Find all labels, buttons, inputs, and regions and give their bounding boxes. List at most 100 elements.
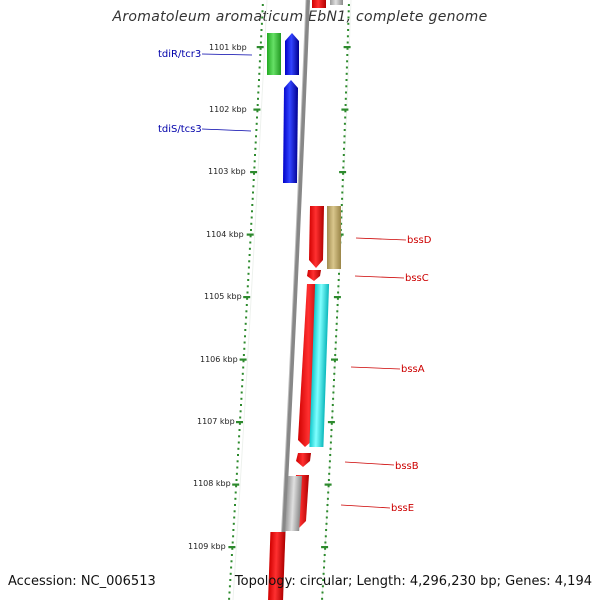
minor-tick: [251, 204, 254, 206]
minor-tick: [254, 154, 256, 156]
minor-tick: [321, 597, 324, 600]
minor-tick: [247, 272, 250, 275]
minor-tick: [232, 529, 235, 531]
leader-line: [350, 366, 401, 370]
gene-labels: tdiR/tcr3 tdiS/tcs3 bssD bssC bssA bssB …: [158, 49, 432, 514]
gene-bssB[interactable]: [296, 453, 311, 467]
minor-tick: [332, 385, 335, 388]
gene-label-bssB[interactable]: bssB: [395, 461, 419, 472]
minor-tick: [233, 516, 236, 519]
gene-tdiS-tcs3[interactable]: [283, 80, 298, 183]
gene-label-bssE[interactable]: bssE: [391, 503, 414, 514]
minor-tick: [327, 491, 330, 494]
major-tick: [250, 171, 258, 174]
minor-tick: [243, 347, 246, 350]
minor-tick: [259, 54, 262, 56]
minor-tick: [248, 260, 251, 263]
minor-tick: [325, 516, 328, 519]
minor-tick: [249, 241, 252, 244]
minor-tick: [344, 104, 347, 106]
minor-tick: [337, 285, 340, 288]
feature-bssE-grey[interactable]: [285, 476, 303, 531]
feature-bssD-khaki[interactable]: [327, 206, 341, 269]
leader-line: [340, 504, 391, 509]
major-tick-marks: [228, 46, 351, 549]
minor-tick: [334, 347, 337, 350]
minor-tick: [237, 454, 239, 456]
minor-tick: [347, 10, 350, 13]
gene-top-red-feature[interactable]: [312, 0, 326, 8]
minor-tick: [261, 16, 264, 19]
gene-label-tdiS-tcs3[interactable]: tdiS/tcs3: [158, 124, 202, 135]
tick-label: 1104 kbp: [206, 230, 244, 239]
major-tick: [236, 421, 243, 424]
minor-tick: [345, 91, 347, 94]
minor-tick: [333, 372, 336, 375]
major-tick: [228, 546, 236, 549]
minor-tick: [331, 410, 334, 413]
minor-tick: [332, 391, 335, 394]
minor-tick: [236, 460, 239, 463]
minor-tick: [331, 404, 334, 406]
minor-tick: [258, 72, 261, 75]
minor-tick: [338, 272, 340, 275]
minor-tick: [326, 504, 329, 506]
minor-tick: [241, 379, 244, 381]
leader-line: [354, 275, 405, 279]
minor-tick: [344, 110, 347, 113]
minor-tick: [256, 116, 258, 119]
minor-tick: [235, 479, 238, 481]
minor-tick: [343, 135, 346, 138]
tick-label: 1107 kbp: [197, 417, 235, 426]
minor-tick: [258, 79, 260, 81]
minor-tick: [343, 129, 346, 131]
tick-label: 1105 kbp: [204, 292, 242, 301]
minor-tick: [251, 197, 254, 200]
minor-tick: [260, 35, 263, 38]
minor-tick: [342, 172, 345, 175]
minor-tick: [238, 435, 241, 438]
minor-tick: [325, 529, 328, 531]
minor-tick: [254, 141, 257, 144]
major-tick: [246, 233, 254, 236]
tick-label: 1103 kbp: [208, 167, 246, 176]
minor-tick: [329, 447, 332, 450]
gene-bottom-red-feature[interactable]: [268, 532, 286, 600]
gene-bssC[interactable]: [307, 270, 321, 281]
gene-top-grey-feature[interactable]: [330, 0, 343, 5]
minor-tick: [259, 41, 262, 44]
minor-tick: [345, 79, 348, 81]
minor-tick: [344, 116, 347, 119]
gene-tdiR-tcr3[interactable]: [285, 33, 299, 75]
minor-tick: [253, 166, 256, 169]
gene-green-feature[interactable]: [267, 33, 281, 75]
minor-tick: [336, 304, 339, 306]
minor-tick: [332, 397, 335, 400]
minor-tick: [256, 104, 259, 106]
minor-tick: [255, 122, 258, 125]
gene-label-tdiR-tcr3[interactable]: tdiR/tcr3: [158, 49, 201, 60]
accession-label: Accession: NC_006513: [8, 574, 156, 589]
minor-tick: [337, 291, 340, 294]
gene-bssD[interactable]: [309, 206, 324, 268]
minor-tick: [343, 147, 345, 150]
minor-tick: [244, 322, 247, 325]
gene-label-bssC[interactable]: bssC: [405, 273, 429, 284]
gene-label-bssA[interactable]: bssA: [401, 364, 425, 375]
minor-tick: [242, 360, 245, 363]
minor-tick: [228, 597, 231, 600]
minor-tick: [344, 97, 347, 100]
minor-tick: [324, 535, 327, 538]
minor-tick: [245, 316, 248, 319]
feature-bssA-cyan[interactable]: [309, 284, 330, 447]
minor-tick: [346, 54, 349, 56]
gene-label-bssD[interactable]: bssD: [407, 235, 432, 246]
minor-tick: [327, 485, 330, 488]
major-tick: [341, 108, 349, 111]
major-tick: [331, 358, 338, 361]
minor-tick: [245, 310, 248, 313]
minor-tick: [246, 285, 249, 288]
major-tick: [324, 483, 332, 486]
minor-tick: [335, 322, 338, 325]
minor-tick: [253, 172, 255, 175]
